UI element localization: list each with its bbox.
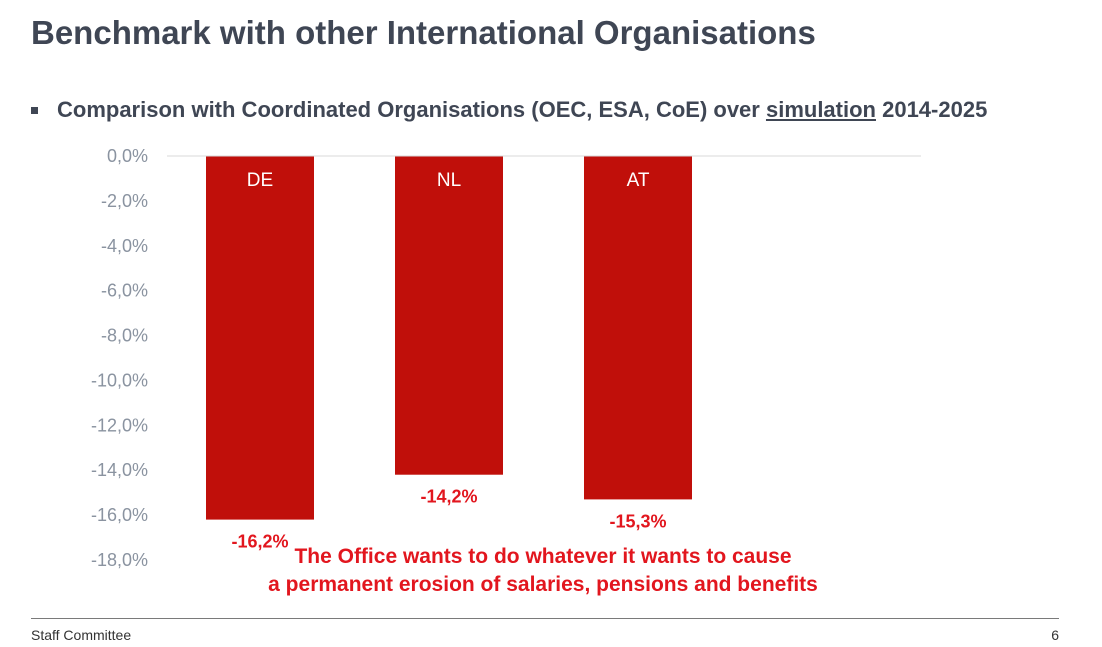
y-tick-label: -18,0% [91, 550, 148, 570]
category-label: NL [437, 170, 461, 191]
bullet-text-suffix: 2014-2025 [875, 97, 988, 122]
category-label: DE [247, 170, 273, 191]
y-tick-label: -4,0% [101, 236, 148, 256]
bar-nl [395, 156, 503, 475]
callout-line-2: a permanent erosion of salaries, pension… [268, 573, 818, 596]
y-tick-label: -16,0% [91, 505, 148, 525]
data-label: -16,2% [231, 532, 288, 552]
page-number: 6 [1051, 627, 1059, 643]
bar-at [584, 156, 692, 500]
square-bullet-icon [31, 106, 38, 114]
slide-title: Benchmark with other International Organ… [31, 14, 816, 51]
y-tick-label: -12,0% [91, 415, 148, 435]
y-tick-label: -14,0% [91, 460, 148, 480]
footer-divider [31, 618, 1059, 619]
bar-de [206, 156, 314, 520]
bullet-text-prefix: Comparison with Coordinated Organisation… [57, 97, 766, 122]
data-label: -14,2% [420, 487, 477, 507]
footer-organisation: Staff Committee [31, 627, 132, 643]
y-tick-label: -8,0% [101, 326, 148, 346]
y-tick-label: -10,0% [91, 370, 148, 390]
y-tick-label: -2,0% [101, 191, 148, 211]
data-label: -15,3% [609, 511, 666, 531]
y-tick-label: 0,0% [107, 146, 148, 166]
callout-line-1: The Office wants to do whatever it wants… [294, 545, 792, 568]
y-tick-label: -6,0% [101, 281, 148, 301]
bullet-text-underlined: simulation [765, 97, 876, 122]
bullet-point: Comparison with Coordinated Organisation… [31, 97, 987, 123]
category-label: AT [627, 170, 650, 191]
bullet-text: Comparison with Coordinated Organisation… [57, 97, 987, 123]
